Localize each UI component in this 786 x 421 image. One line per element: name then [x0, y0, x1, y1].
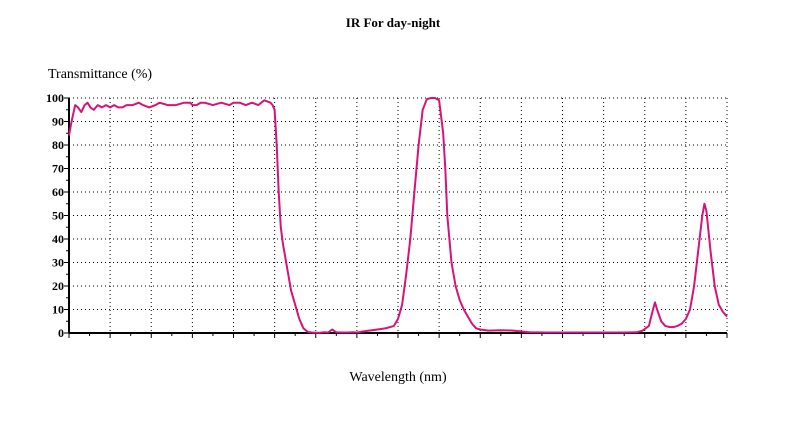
y-tick-label: 70 [52, 162, 64, 176]
y-tick-label: 60 [52, 185, 64, 199]
chart-title: IR For day-night [346, 15, 441, 30]
axes [64, 97, 728, 338]
y-tick-label: 100 [46, 91, 64, 105]
y-tick-label: 80 [52, 138, 64, 152]
y-tick-label: 90 [52, 115, 64, 129]
y-tick-label: 40 [52, 232, 64, 246]
series-line [68, 97, 728, 334]
y-axis-label: Transmittance (%) [48, 67, 152, 82]
y-tick-label: 50 [52, 209, 64, 223]
y-tick-labels: 0 10 20 30 40 50 60 70 80 90 100 [46, 91, 64, 340]
y-tick-label: 30 [52, 256, 64, 270]
y-tick-label: 20 [52, 279, 64, 293]
y-tick-label: 10 [52, 303, 64, 317]
y-tick-label: 0 [58, 326, 64, 340]
x-axis-label: Wavelength (nm) [349, 370, 447, 385]
grid [69, 97, 728, 333]
